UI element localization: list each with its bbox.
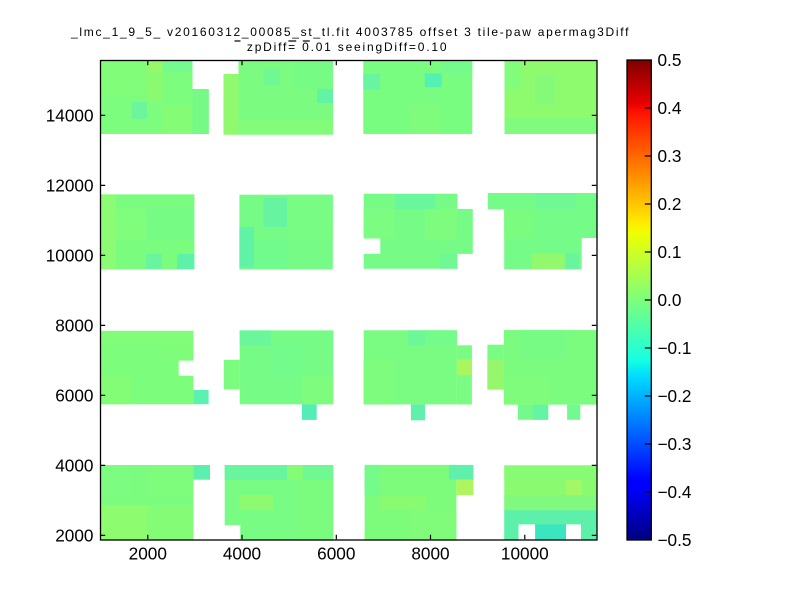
svg-text:12000: 12000 (46, 176, 94, 196)
svg-text:10000: 10000 (501, 544, 549, 564)
svg-text:_lmc_1_9_5_ v20160312_00085_st: _lmc_1_9_5_ v20160312_00085_st_tl.fit 40… (70, 25, 630, 39)
svg-text:2000: 2000 (55, 526, 93, 546)
svg-text:14000: 14000 (46, 106, 94, 126)
svg-text:6000: 6000 (317, 544, 355, 564)
svg-text:0.0: 0.0 (658, 290, 682, 310)
svg-text:4000: 4000 (223, 544, 261, 564)
svg-text:8000: 8000 (55, 316, 93, 336)
svg-text:−0.4: −0.4 (658, 482, 692, 502)
svg-text:2000: 2000 (129, 544, 167, 564)
svg-text:0.3: 0.3 (658, 146, 682, 166)
svg-text:−0.2: −0.2 (658, 386, 692, 406)
svg-text:0.4: 0.4 (658, 98, 682, 118)
svg-text:−0.3: −0.3 (658, 434, 692, 454)
svg-text:0.2: 0.2 (658, 194, 682, 214)
svg-text:4000: 4000 (55, 456, 93, 476)
svg-text:zpDiff= 0.01 seeingDiff=0.10: zpDiff= 0.01 seeingDiff=0.10 (247, 40, 448, 54)
svg-text:−0.1: −0.1 (658, 338, 692, 358)
svg-text:0.1: 0.1 (658, 242, 682, 262)
svg-text:10000: 10000 (46, 246, 94, 266)
svg-text:−0.5: −0.5 (658, 530, 692, 550)
svg-text:6000: 6000 (55, 386, 93, 406)
svg-text:0.5: 0.5 (658, 50, 682, 70)
svg-text:8000: 8000 (411, 544, 449, 564)
